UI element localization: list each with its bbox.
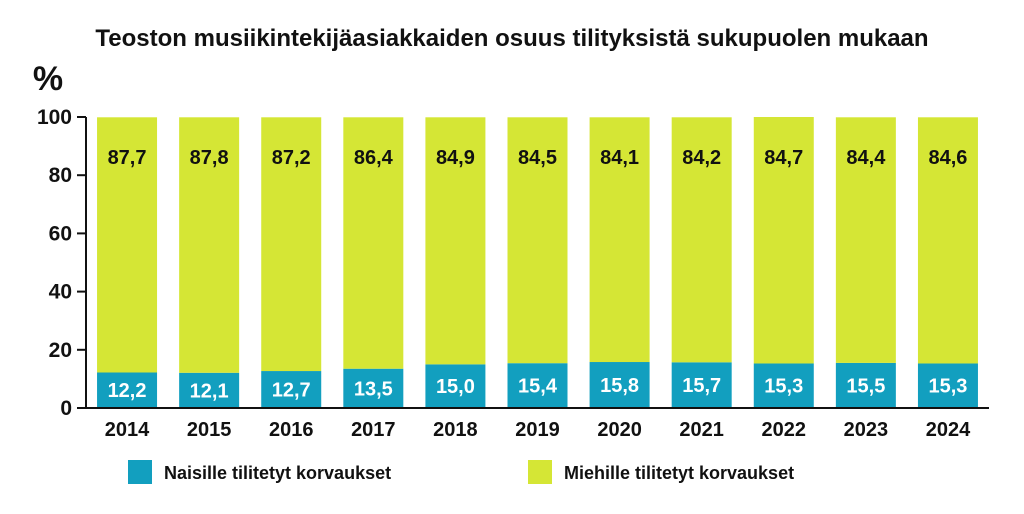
y-tick-label: 60 xyxy=(49,222,72,245)
data-label: 15,3 xyxy=(928,376,967,398)
bar-segment-naisille xyxy=(97,372,158,408)
bar-segment-naisille xyxy=(261,371,322,408)
bar-segment-naisille xyxy=(589,362,650,408)
x-tick-label: 2018 xyxy=(433,419,478,441)
bar-segment-miehille xyxy=(917,117,978,364)
x-tick-label: 2019 xyxy=(515,419,560,441)
bar-segment-miehille xyxy=(507,117,568,364)
y-tick-label: 80 xyxy=(49,164,72,187)
data-label: 84,4 xyxy=(846,147,886,169)
data-label: 15,8 xyxy=(600,375,639,397)
chart-title: Teoston musiikintekijäasiakkaiden osuus … xyxy=(95,25,928,52)
legend-label: Naisille tilitetyt korvaukset xyxy=(164,463,391,483)
y-tick-label: 0 xyxy=(60,397,72,420)
x-tick-label: 2016 xyxy=(269,419,314,441)
data-label: 12,7 xyxy=(272,380,311,402)
data-label: 15,4 xyxy=(518,376,558,398)
legend: Naisille tilitetyt korvaukset Miehille ti… xyxy=(128,460,794,484)
bar-segment-naisille xyxy=(343,368,404,408)
x-tick-label: 2024 xyxy=(926,419,971,441)
data-label: 15,0 xyxy=(436,376,475,398)
data-label: 12,2 xyxy=(108,380,147,402)
bar-segment-naisille xyxy=(425,364,486,408)
data-label: 13,5 xyxy=(354,378,393,400)
bar-segment-miehille xyxy=(343,117,404,369)
data-label: 84,7 xyxy=(764,147,803,169)
y-tick-label: 20 xyxy=(49,339,72,362)
bar-segment-naisille xyxy=(753,363,814,408)
bar-segment-miehille xyxy=(835,117,896,363)
data-label: 15,7 xyxy=(682,375,721,397)
data-label: 86,4 xyxy=(354,147,394,169)
data-label: 87,7 xyxy=(108,147,147,169)
data-label: 84,5 xyxy=(518,147,557,169)
x-tick-label: 2014 xyxy=(105,419,150,441)
x-tick-label: 2022 xyxy=(762,419,807,441)
data-label: 87,2 xyxy=(272,147,311,169)
data-label: 12,1 xyxy=(190,380,229,402)
bar-segment-miehille xyxy=(261,117,322,372)
bar-segment-miehille xyxy=(179,117,240,373)
x-tick-label: 2017 xyxy=(351,419,396,441)
data-label: 84,9 xyxy=(436,147,475,169)
x-tick-label: 2021 xyxy=(679,419,724,441)
bar-segment-miehille xyxy=(97,117,158,373)
bar-segment-naisille xyxy=(179,372,240,408)
data-label: 84,6 xyxy=(928,147,967,169)
y-tick-label: 40 xyxy=(49,281,72,304)
bar-segment-naisille xyxy=(507,363,568,408)
bar-segment-naisille xyxy=(835,362,896,408)
legend-label: Miehille tilitetyt korvaukset xyxy=(564,463,794,483)
data-label: 84,1 xyxy=(600,147,639,169)
data-label: 15,5 xyxy=(846,375,885,397)
bar-segment-naisille xyxy=(917,363,978,408)
data-label: 87,8 xyxy=(190,147,229,169)
bar-segment-miehille xyxy=(425,117,486,365)
data-label: 84,2 xyxy=(682,147,721,169)
y-axis-unit: % xyxy=(33,60,63,98)
bar-segment-miehille xyxy=(671,117,732,363)
bar-segment-miehille xyxy=(589,117,650,363)
data-label: 15,3 xyxy=(764,376,803,398)
y-tick-label: 100 xyxy=(37,106,72,129)
x-tick-label: 2020 xyxy=(597,419,642,441)
x-tick-label: 2015 xyxy=(187,419,232,441)
plot-area: 0 20 40 60 80 100 12,2 87,7 2014 12,1 87,8 2015 12,7… xyxy=(37,106,978,441)
bar-segment-naisille xyxy=(671,362,732,408)
legend-swatch-miehille xyxy=(528,460,552,484)
bar-segment-miehille xyxy=(753,117,814,364)
x-tick-label: 2023 xyxy=(844,419,889,441)
legend-swatch-naisille xyxy=(128,460,152,484)
